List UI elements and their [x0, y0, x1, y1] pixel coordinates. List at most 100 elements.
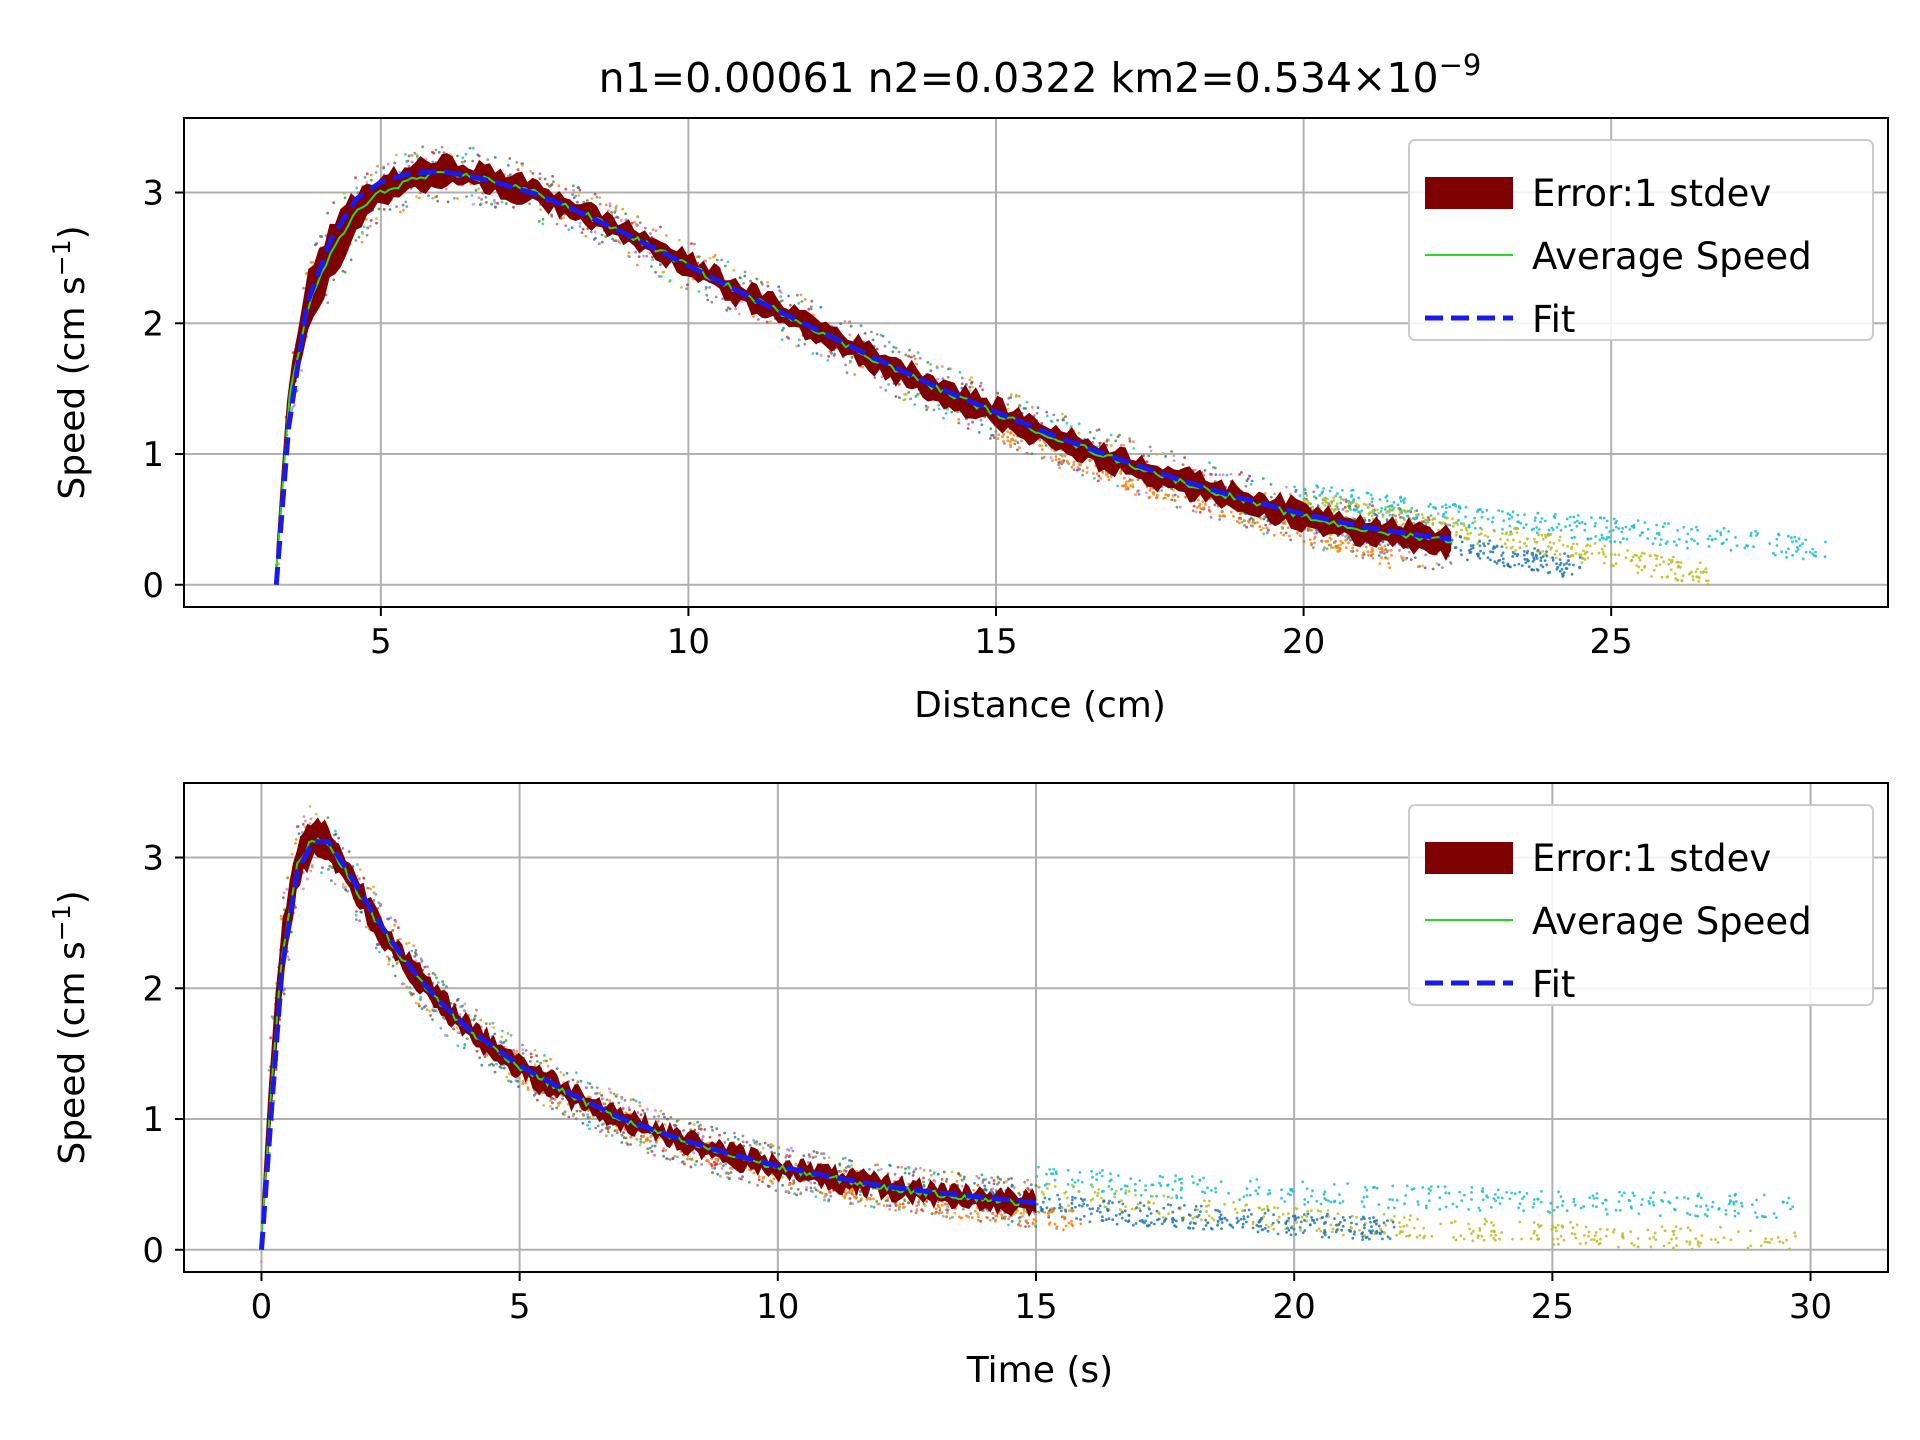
- trial-point: [1409, 1214, 1412, 1217]
- trial-point: [365, 172, 369, 176]
- trial-point: [1292, 1214, 1295, 1218]
- trial-point: [722, 1164, 725, 1167]
- trial-point: [456, 154, 459, 158]
- trial-point: [868, 1167, 871, 1171]
- trial-point: [1386, 1235, 1390, 1239]
- trial-point: [844, 1156, 847, 1160]
- trial-point: [1706, 537, 1710, 541]
- trial-point: [1286, 526, 1290, 529]
- trial-point: [577, 194, 581, 197]
- trial-point: [1734, 1200, 1738, 1203]
- trial-point: [1795, 550, 1798, 553]
- trial-point: [1080, 1204, 1084, 1208]
- trial-point: [1045, 1206, 1049, 1210]
- trial-point: [1125, 485, 1128, 489]
- trial-point: [969, 1212, 973, 1215]
- trial-point: [281, 990, 285, 994]
- trial-point: [1044, 444, 1048, 447]
- trial-point: [1109, 433, 1113, 437]
- trial-point: [957, 418, 961, 421]
- trial-point: [499, 1040, 502, 1044]
- trial-point: [755, 277, 759, 281]
- trial-point: [894, 346, 898, 350]
- trial-point: [900, 1165, 904, 1169]
- trial-point: [1139, 1201, 1142, 1205]
- trial-point: [1151, 1183, 1155, 1187]
- trial-point: [1376, 508, 1379, 512]
- trial-point: [648, 1146, 652, 1150]
- trial-point: [1095, 1172, 1099, 1176]
- trial-point: [1335, 546, 1338, 550]
- trial-point: [1610, 552, 1613, 556]
- trial-point: [1303, 1198, 1307, 1201]
- trial-point: [646, 1107, 649, 1111]
- trial-point: [1540, 517, 1544, 520]
- trial-point: [1155, 496, 1159, 499]
- trial-point: [1796, 545, 1799, 549]
- trial-point: [1393, 1214, 1396, 1218]
- trial-point: [1131, 483, 1135, 487]
- trial-point: [1525, 1192, 1529, 1195]
- trial-point: [1556, 565, 1559, 569]
- trial-point: [1452, 1236, 1455, 1239]
- trial-point: [938, 1208, 942, 1212]
- trial-point: [1724, 1208, 1728, 1212]
- trial-point: [1098, 441, 1102, 445]
- trial-point: [369, 219, 373, 222]
- trial-point: [354, 176, 357, 180]
- trial-point: [539, 1061, 543, 1065]
- trial-point: [1652, 1235, 1655, 1239]
- trial-point: [1701, 571, 1705, 574]
- trial-point: [1572, 563, 1575, 567]
- trial-point: [1097, 1188, 1101, 1191]
- trial-point: [1587, 1230, 1591, 1234]
- trial-point: [551, 1107, 554, 1111]
- trial-point: [950, 1170, 954, 1174]
- trial-point: [1149, 1212, 1153, 1215]
- trial-point: [787, 1155, 791, 1159]
- trial-point: [1431, 567, 1435, 571]
- trial-point: [1652, 568, 1656, 572]
- trial-point: [561, 1097, 564, 1101]
- trial-point: [520, 163, 524, 167]
- trial-point: [1775, 544, 1779, 547]
- trial-point: [697, 255, 701, 259]
- trial-point: [595, 1086, 599, 1089]
- trial-point: [792, 1179, 796, 1183]
- trial-point: [615, 204, 618, 208]
- trial-point: [724, 1171, 728, 1175]
- trial-point: [1547, 528, 1551, 532]
- trial-point: [405, 985, 409, 989]
- trial-point: [907, 354, 911, 358]
- trial-point: [815, 1151, 819, 1154]
- trial-point: [1377, 511, 1381, 515]
- trial-point: [476, 153, 480, 157]
- trial-point: [786, 1190, 790, 1193]
- trial-point: [897, 350, 901, 354]
- trial-point: [1570, 536, 1574, 540]
- trial-point: [1370, 500, 1374, 504]
- trial-point: [1149, 449, 1153, 453]
- trial-point: [1429, 1189, 1432, 1192]
- trial-point: [1152, 1201, 1156, 1205]
- trial-point: [1486, 556, 1490, 560]
- trial-point: [763, 1141, 767, 1145]
- trial-point: [1537, 528, 1541, 531]
- trial-point: [926, 405, 930, 409]
- trial-point: [1091, 1175, 1094, 1179]
- trial-point: [720, 258, 724, 262]
- trial-point: [586, 1113, 589, 1117]
- trial-point: [700, 1138, 704, 1141]
- trial-point: [1242, 1195, 1246, 1199]
- trial-point: [1313, 532, 1316, 535]
- trial-point: [1371, 552, 1375, 556]
- trial-point: [493, 201, 497, 205]
- trial-point: [1449, 562, 1453, 565]
- trial-point: [1072, 460, 1076, 464]
- trial-point: [989, 437, 992, 440]
- trial-point: [1179, 1188, 1183, 1192]
- trial-point: [1590, 1238, 1593, 1242]
- trial-point: [1253, 521, 1257, 525]
- trial-point: [912, 1170, 916, 1174]
